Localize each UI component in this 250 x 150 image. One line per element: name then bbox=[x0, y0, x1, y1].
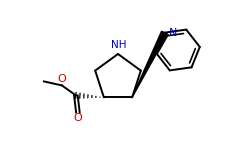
Text: O: O bbox=[58, 74, 66, 84]
Text: NH: NH bbox=[111, 40, 127, 50]
Text: N: N bbox=[169, 28, 177, 38]
Text: O: O bbox=[74, 113, 82, 123]
Polygon shape bbox=[132, 31, 167, 97]
